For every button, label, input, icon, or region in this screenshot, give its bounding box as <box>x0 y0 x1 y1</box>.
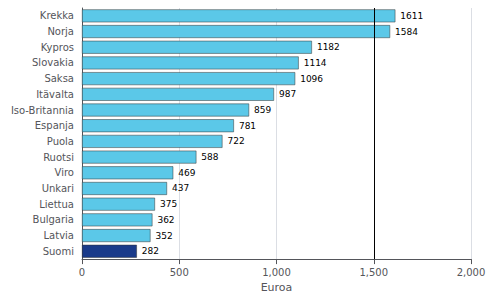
svg-text:0: 0 <box>79 267 85 278</box>
svg-text:1,500: 1,500 <box>359 267 388 278</box>
svg-text:Euroa: Euroa <box>261 281 293 294</box>
svg-text:Iso-Britannia: Iso-Britannia <box>11 105 74 116</box>
svg-text:2,000: 2,000 <box>457 267 486 278</box>
svg-text:Slovakia: Slovakia <box>32 57 74 68</box>
svg-text:Bulgaria: Bulgaria <box>33 214 74 225</box>
svg-text:1182: 1182 <box>317 42 340 52</box>
svg-text:Kypros: Kypros <box>41 42 74 53</box>
svg-text:1,000: 1,000 <box>262 267 291 278</box>
svg-text:1096: 1096 <box>300 74 323 84</box>
svg-text:Unkari: Unkari <box>42 183 74 194</box>
svg-text:282: 282 <box>142 246 159 256</box>
svg-text:Saksa: Saksa <box>44 73 74 84</box>
svg-text:352: 352 <box>155 231 172 241</box>
svg-text:1584: 1584 <box>395 27 418 37</box>
svg-text:Liettua: Liettua <box>39 199 74 210</box>
svg-text:500: 500 <box>170 267 189 278</box>
svg-text:362: 362 <box>157 215 174 225</box>
svg-text:Norja: Norja <box>47 26 74 37</box>
svg-text:Krekka: Krekka <box>40 10 74 21</box>
svg-text:Viro: Viro <box>55 167 74 178</box>
svg-text:781: 781 <box>239 121 256 131</box>
svg-text:Puola: Puola <box>47 136 74 147</box>
svg-text:588: 588 <box>201 152 218 162</box>
svg-text:437: 437 <box>172 183 189 193</box>
svg-text:Itävalta: Itävalta <box>36 89 74 100</box>
svg-text:859: 859 <box>254 105 271 115</box>
svg-text:722: 722 <box>227 136 244 146</box>
svg-text:1114: 1114 <box>304 58 327 68</box>
svg-text:469: 469 <box>178 168 195 178</box>
svg-text:1611: 1611 <box>400 11 423 21</box>
svg-text:375: 375 <box>160 199 177 209</box>
svg-text:Suomi: Suomi <box>43 246 74 257</box>
svg-text:Ruotsi: Ruotsi <box>43 152 74 163</box>
svg-text:Espanja: Espanja <box>35 120 74 131</box>
svg-text:987: 987 <box>279 89 296 99</box>
svg-text:Latvia: Latvia <box>44 230 74 241</box>
